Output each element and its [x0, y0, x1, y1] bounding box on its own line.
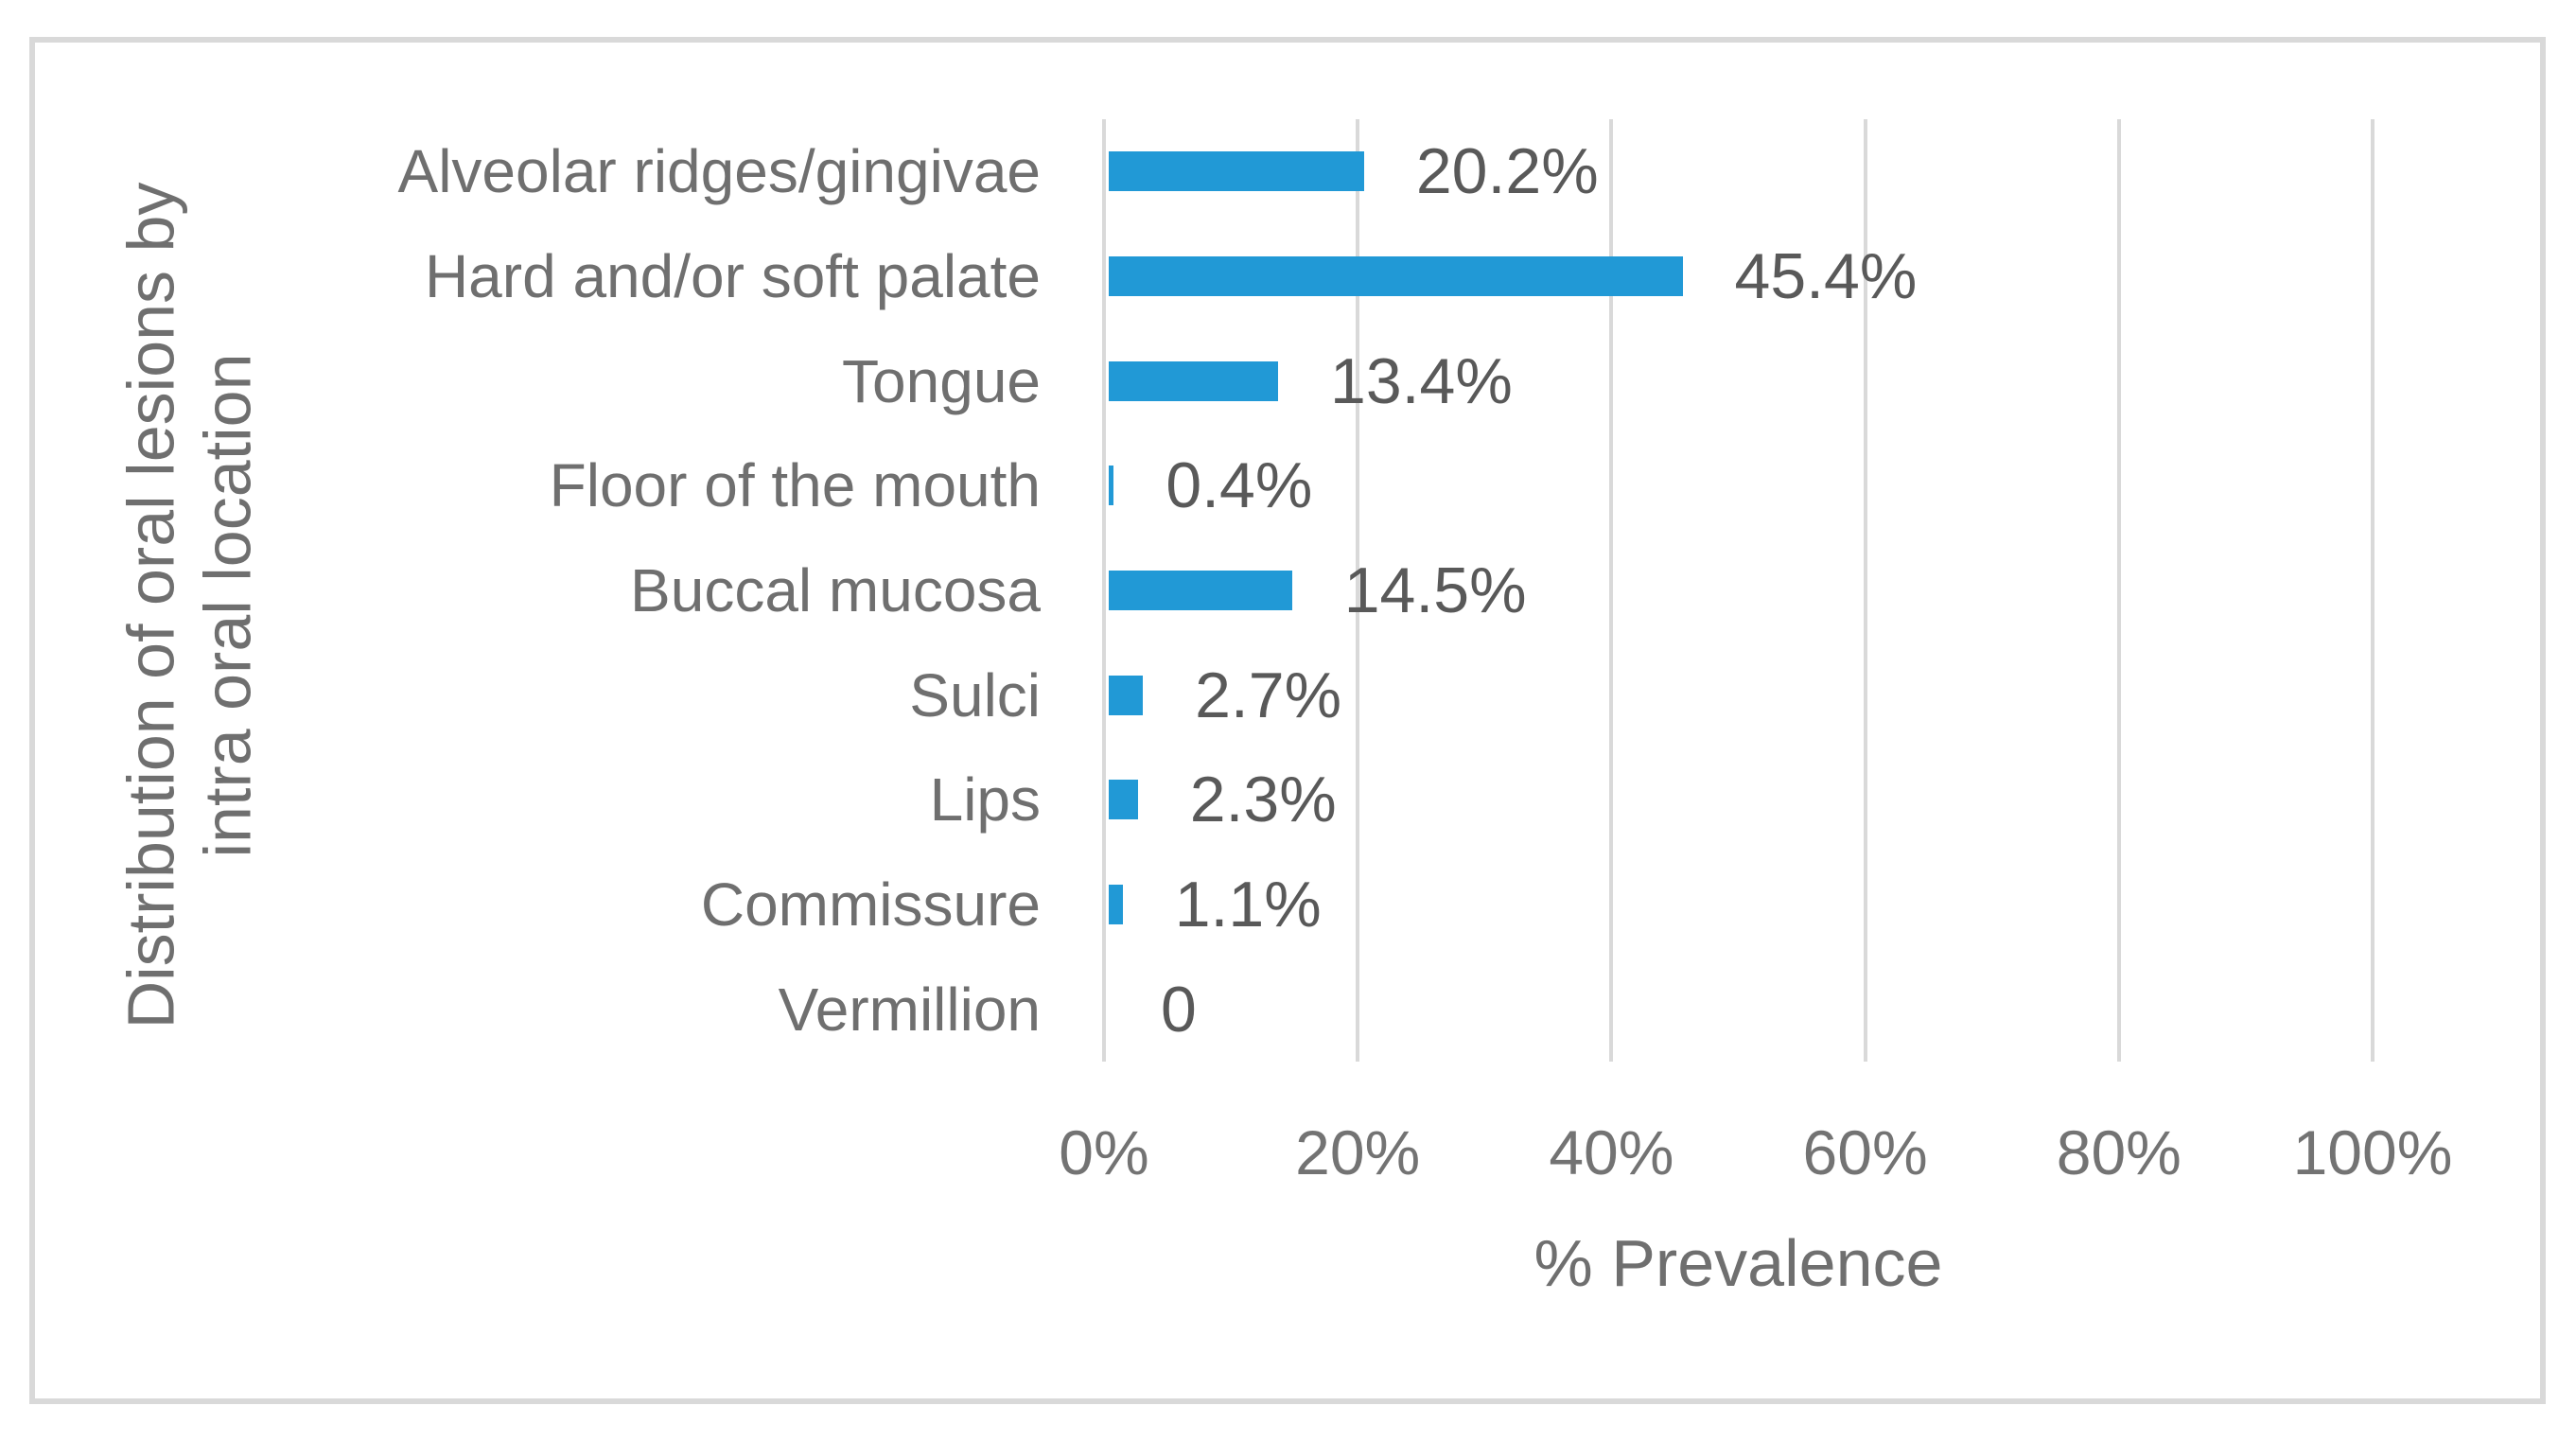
bar-row: 1.1% [1109, 852, 2373, 958]
bar-value-label: 45.4% [1734, 240, 1918, 312]
bar-row: 20.2% [1109, 119, 2373, 224]
y-axis-title-line-2: intra oral location [190, 353, 264, 858]
y-axis-title: Distribution of oral lesions by intra or… [114, 183, 266, 1029]
bar-row: 45.4% [1109, 224, 2373, 329]
gridline [2371, 119, 2374, 1062]
bar-row: 0 [1109, 957, 2373, 1062]
bar-row: 13.4% [1109, 328, 2373, 433]
bar-value-label: 1.1% [1174, 869, 1322, 941]
x-tick-label: 40% [1549, 1117, 1674, 1187]
x-axis-tick-labels: 0% 20% 40% 60% 80% 100% [1059, 1117, 2452, 1187]
bar [1109, 675, 1144, 715]
x-tick-label: 60% [1802, 1117, 1928, 1187]
gridline [1863, 119, 1867, 1062]
bar-value-label: 13.4% [1330, 344, 1513, 417]
x-tick-label: 80% [2056, 1117, 2182, 1187]
bar [1109, 885, 1123, 925]
category-label: Hard and/or soft palate [424, 242, 1041, 310]
bar [1109, 151, 1364, 192]
bar [1109, 256, 1683, 296]
bar [1109, 360, 1279, 401]
x-axis-title: % Prevalence [1533, 1226, 1943, 1300]
gridline [1609, 119, 1614, 1062]
y-axis-title-line-1: Distribution of oral lesions by [114, 182, 188, 1029]
category-label: Commissure [700, 870, 1041, 940]
bar [1109, 466, 1114, 506]
gridline [1356, 119, 1360, 1062]
bar-row: 0.4% [1109, 433, 2373, 538]
category-axis-labels: Alveolar ridges/gingivae Hard and/or soft… [284, 119, 1042, 1062]
bar-row: 2.3% [1109, 747, 2373, 852]
x-tick-label: 100% [2292, 1117, 2453, 1187]
category-label: Sulci [909, 660, 1041, 729]
category-label: Tongue [842, 346, 1041, 415]
bar-row: 14.5% [1109, 538, 2373, 643]
x-tick-label: 20% [1295, 1117, 1421, 1187]
category-label: Buccal mucosa [630, 556, 1041, 625]
bar [1109, 571, 1292, 611]
plot-area: 20.2% 45.4% 13.4% 0.4% 14.5% 2.7% 2.3% 1.1% 0 [1102, 119, 2374, 1062]
bar-row: 2.7% [1109, 642, 2373, 747]
bar-value-label: 2.7% [1195, 659, 1342, 731]
bar-rows: 20.2% 45.4% 13.4% 0.4% 14.5% 2.7% 2.3% 1.1% 0 [1109, 119, 2373, 1062]
category-label: Floor of the mouth [549, 451, 1041, 520]
category-label: Vermillion [778, 975, 1041, 1044]
bar-value-label: 0 [1161, 973, 1197, 1046]
bar-value-label: 20.2% [1415, 135, 1599, 208]
bar-value-label: 2.3% [1189, 764, 1337, 836]
category-label: Lips [929, 765, 1041, 835]
bar-value-label: 0.4% [1165, 449, 1313, 522]
x-tick-label: 0% [1059, 1117, 1149, 1187]
bar-value-label: 14.5% [1343, 554, 1527, 627]
bar [1109, 780, 1138, 820]
category-label: Alveolar ridges/gingivae [397, 137, 1042, 206]
gridline [2116, 119, 2121, 1062]
gridline [1102, 119, 1106, 1062]
